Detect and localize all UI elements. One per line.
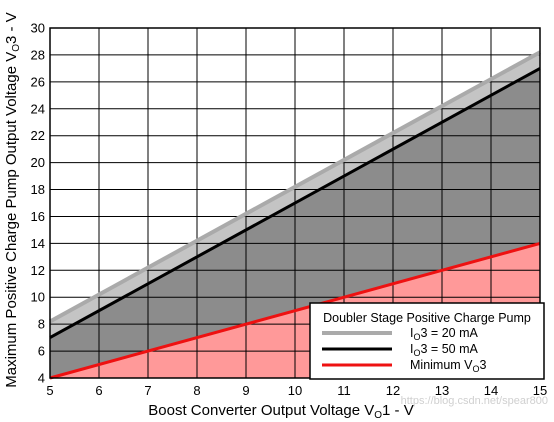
y-tick-label: 30: [31, 21, 45, 36]
legend-label-io20: IO3 = 20 mA: [410, 326, 478, 342]
x-tick-label: 11: [337, 383, 351, 398]
x-tick-label: 10: [288, 383, 302, 398]
chart-legend: Doubler Stage Positive Charge Pump IO3 =…: [309, 302, 545, 380]
plot-frame: [49, 27, 541, 379]
x-axis-label: Boost Converter Output Voltage VO1 - V: [148, 402, 413, 421]
x-tick-label: 14: [484, 383, 498, 398]
x-tick-label: 12: [386, 383, 400, 398]
x-tick-label: 13: [435, 383, 449, 398]
y-tick-label: 10: [31, 290, 45, 305]
x-tick-label: 5: [46, 383, 53, 398]
y-tick-label: 16: [31, 209, 45, 224]
x-tick-label: 8: [193, 383, 200, 398]
line-io20: [49, 50, 541, 324]
x-tick-label: 7: [144, 383, 151, 398]
legend-label-min: Minimum VO3: [410, 358, 487, 374]
y-tick-label: 22: [31, 128, 45, 143]
y-tick-label: 26: [31, 74, 45, 89]
y-tick-label: 8: [38, 317, 45, 332]
y-tick-label: 12: [31, 263, 45, 278]
x-tick-label: 15: [533, 383, 547, 398]
y-tick-label: 6: [38, 344, 45, 359]
x-tick-label: 6: [95, 383, 102, 398]
x-tick-label: 9: [242, 383, 249, 398]
y-tick-label: 20: [31, 155, 45, 170]
chart-lines: [49, 50, 541, 380]
y-tick-label: 24: [31, 101, 45, 116]
line-min-vo3: [49, 241, 541, 380]
legend-label-io50: IO3 = 50 mA: [410, 342, 478, 358]
y-tick-labels: 4 6 8 10 12 14 16 18 20 22 24 26 28 30: [31, 21, 45, 386]
x-tick-labels: 5 6 7 8 9 10 11 12 13 14 15: [46, 383, 547, 398]
watermark: https://blog.csdn.net/spear800: [401, 395, 548, 407]
y-tick-label: 18: [31, 182, 45, 197]
legend-title: Doubler Stage Positive Charge Pump: [323, 311, 531, 325]
y-tick-label: 28: [31, 47, 45, 62]
y-tick-label: 14: [31, 236, 45, 251]
y-axis-label: Maximum Positive Charge Pump Output Volt…: [3, 12, 22, 387]
y-tick-label: 4: [38, 371, 45, 386]
line-io50: [49, 67, 541, 339]
